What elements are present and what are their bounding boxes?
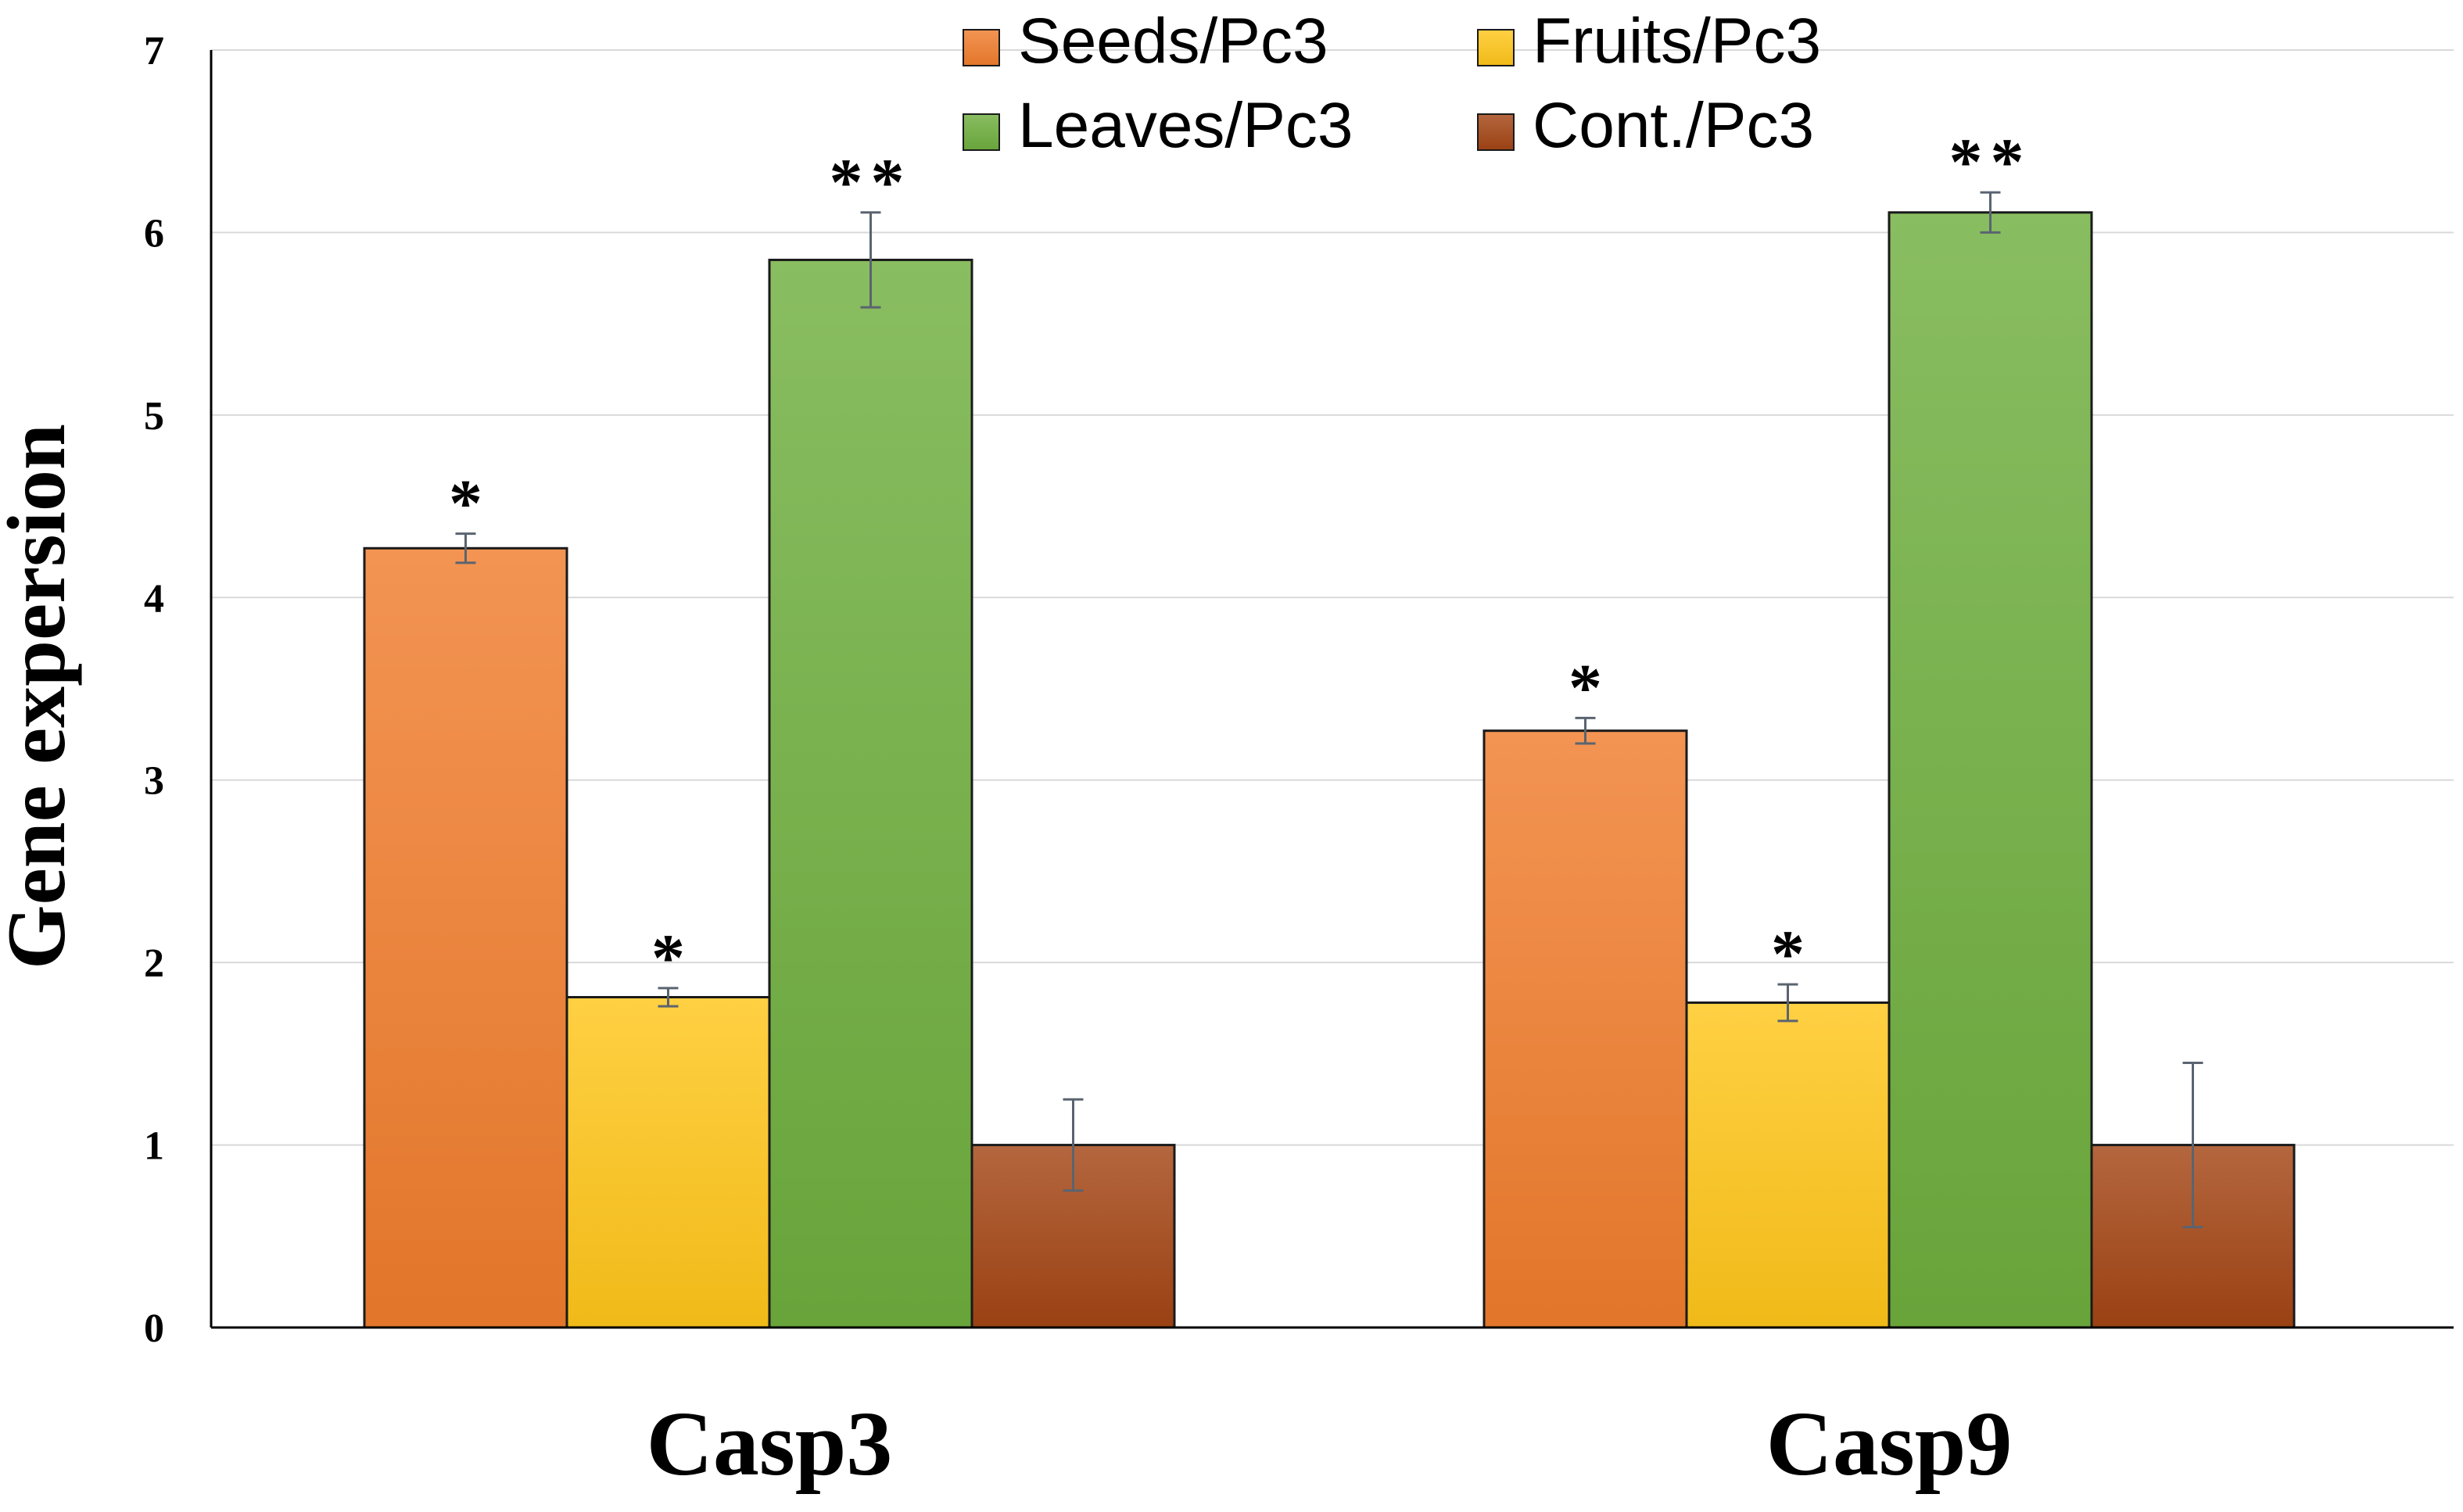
x-category-label-casp9: Casp9 bbox=[1766, 1392, 2013, 1495]
bar-casp9-leaves-pc3 bbox=[1888, 211, 2093, 1329]
gridlines bbox=[211, 49, 2454, 1146]
y-tick-label-6: 6 bbox=[144, 211, 164, 256]
y-tick-label-7: 7 bbox=[144, 29, 164, 73]
significance-marker-casp3-2: ** bbox=[830, 145, 912, 220]
significance-marker-casp9-1: * bbox=[1771, 916, 1805, 991]
bar-casp9-seeds-pc3 bbox=[1482, 729, 1688, 1329]
legend: Seeds/Pc3 Fruits/Pc3 Leaves/Pc3 Cont./Pc3 bbox=[963, 5, 1821, 161]
y-tick-label-4: 4 bbox=[144, 576, 164, 621]
bar-casp3-fruits-pc3 bbox=[565, 995, 771, 1329]
y-tick-label-3: 3 bbox=[144, 759, 164, 804]
significance-marker-casp3-0: * bbox=[449, 466, 482, 541]
y-tick-label-1: 1 bbox=[144, 1124, 164, 1169]
significance-marker-casp3-1: * bbox=[651, 920, 685, 995]
significance-marker-casp9-0: * bbox=[1569, 650, 1602, 725]
y-tick-label-0: 0 bbox=[144, 1306, 164, 1351]
bar-casp3-seeds-pc3 bbox=[363, 546, 568, 1329]
y-tick-label-2: 2 bbox=[144, 941, 164, 986]
y-tick-label-5: 5 bbox=[144, 394, 164, 439]
legend-swatch-leaves-pc3 bbox=[963, 113, 1000, 151]
legend-label-leaves-pc3: Leaves/Pc3 bbox=[1018, 90, 1353, 161]
x-category-label-casp3: Casp3 bbox=[647, 1392, 893, 1495]
bar-casp9-fruits-pc3 bbox=[1685, 1001, 1891, 1329]
significance-marker-casp9-2: ** bbox=[1949, 124, 2032, 199]
bar-casp3-leaves-pc3 bbox=[768, 258, 973, 1329]
legend-label-fruits-pc3: Fruits/Pc3 bbox=[1533, 5, 1821, 77]
axes bbox=[210, 50, 2454, 1329]
legend-swatch-fruits-pc3 bbox=[1477, 29, 1515, 66]
legend-label-seeds-pc3: Seeds/Pc3 bbox=[1018, 5, 1328, 77]
legend-swatch-seeds-pc3 bbox=[963, 29, 1000, 66]
legend-swatch-cont-pc3 bbox=[1477, 113, 1515, 151]
bars bbox=[363, 191, 2296, 1329]
y-axis-title: Gene expersion bbox=[0, 424, 82, 969]
legend-label-cont-pc3: Cont./Pc3 bbox=[1533, 90, 1814, 161]
